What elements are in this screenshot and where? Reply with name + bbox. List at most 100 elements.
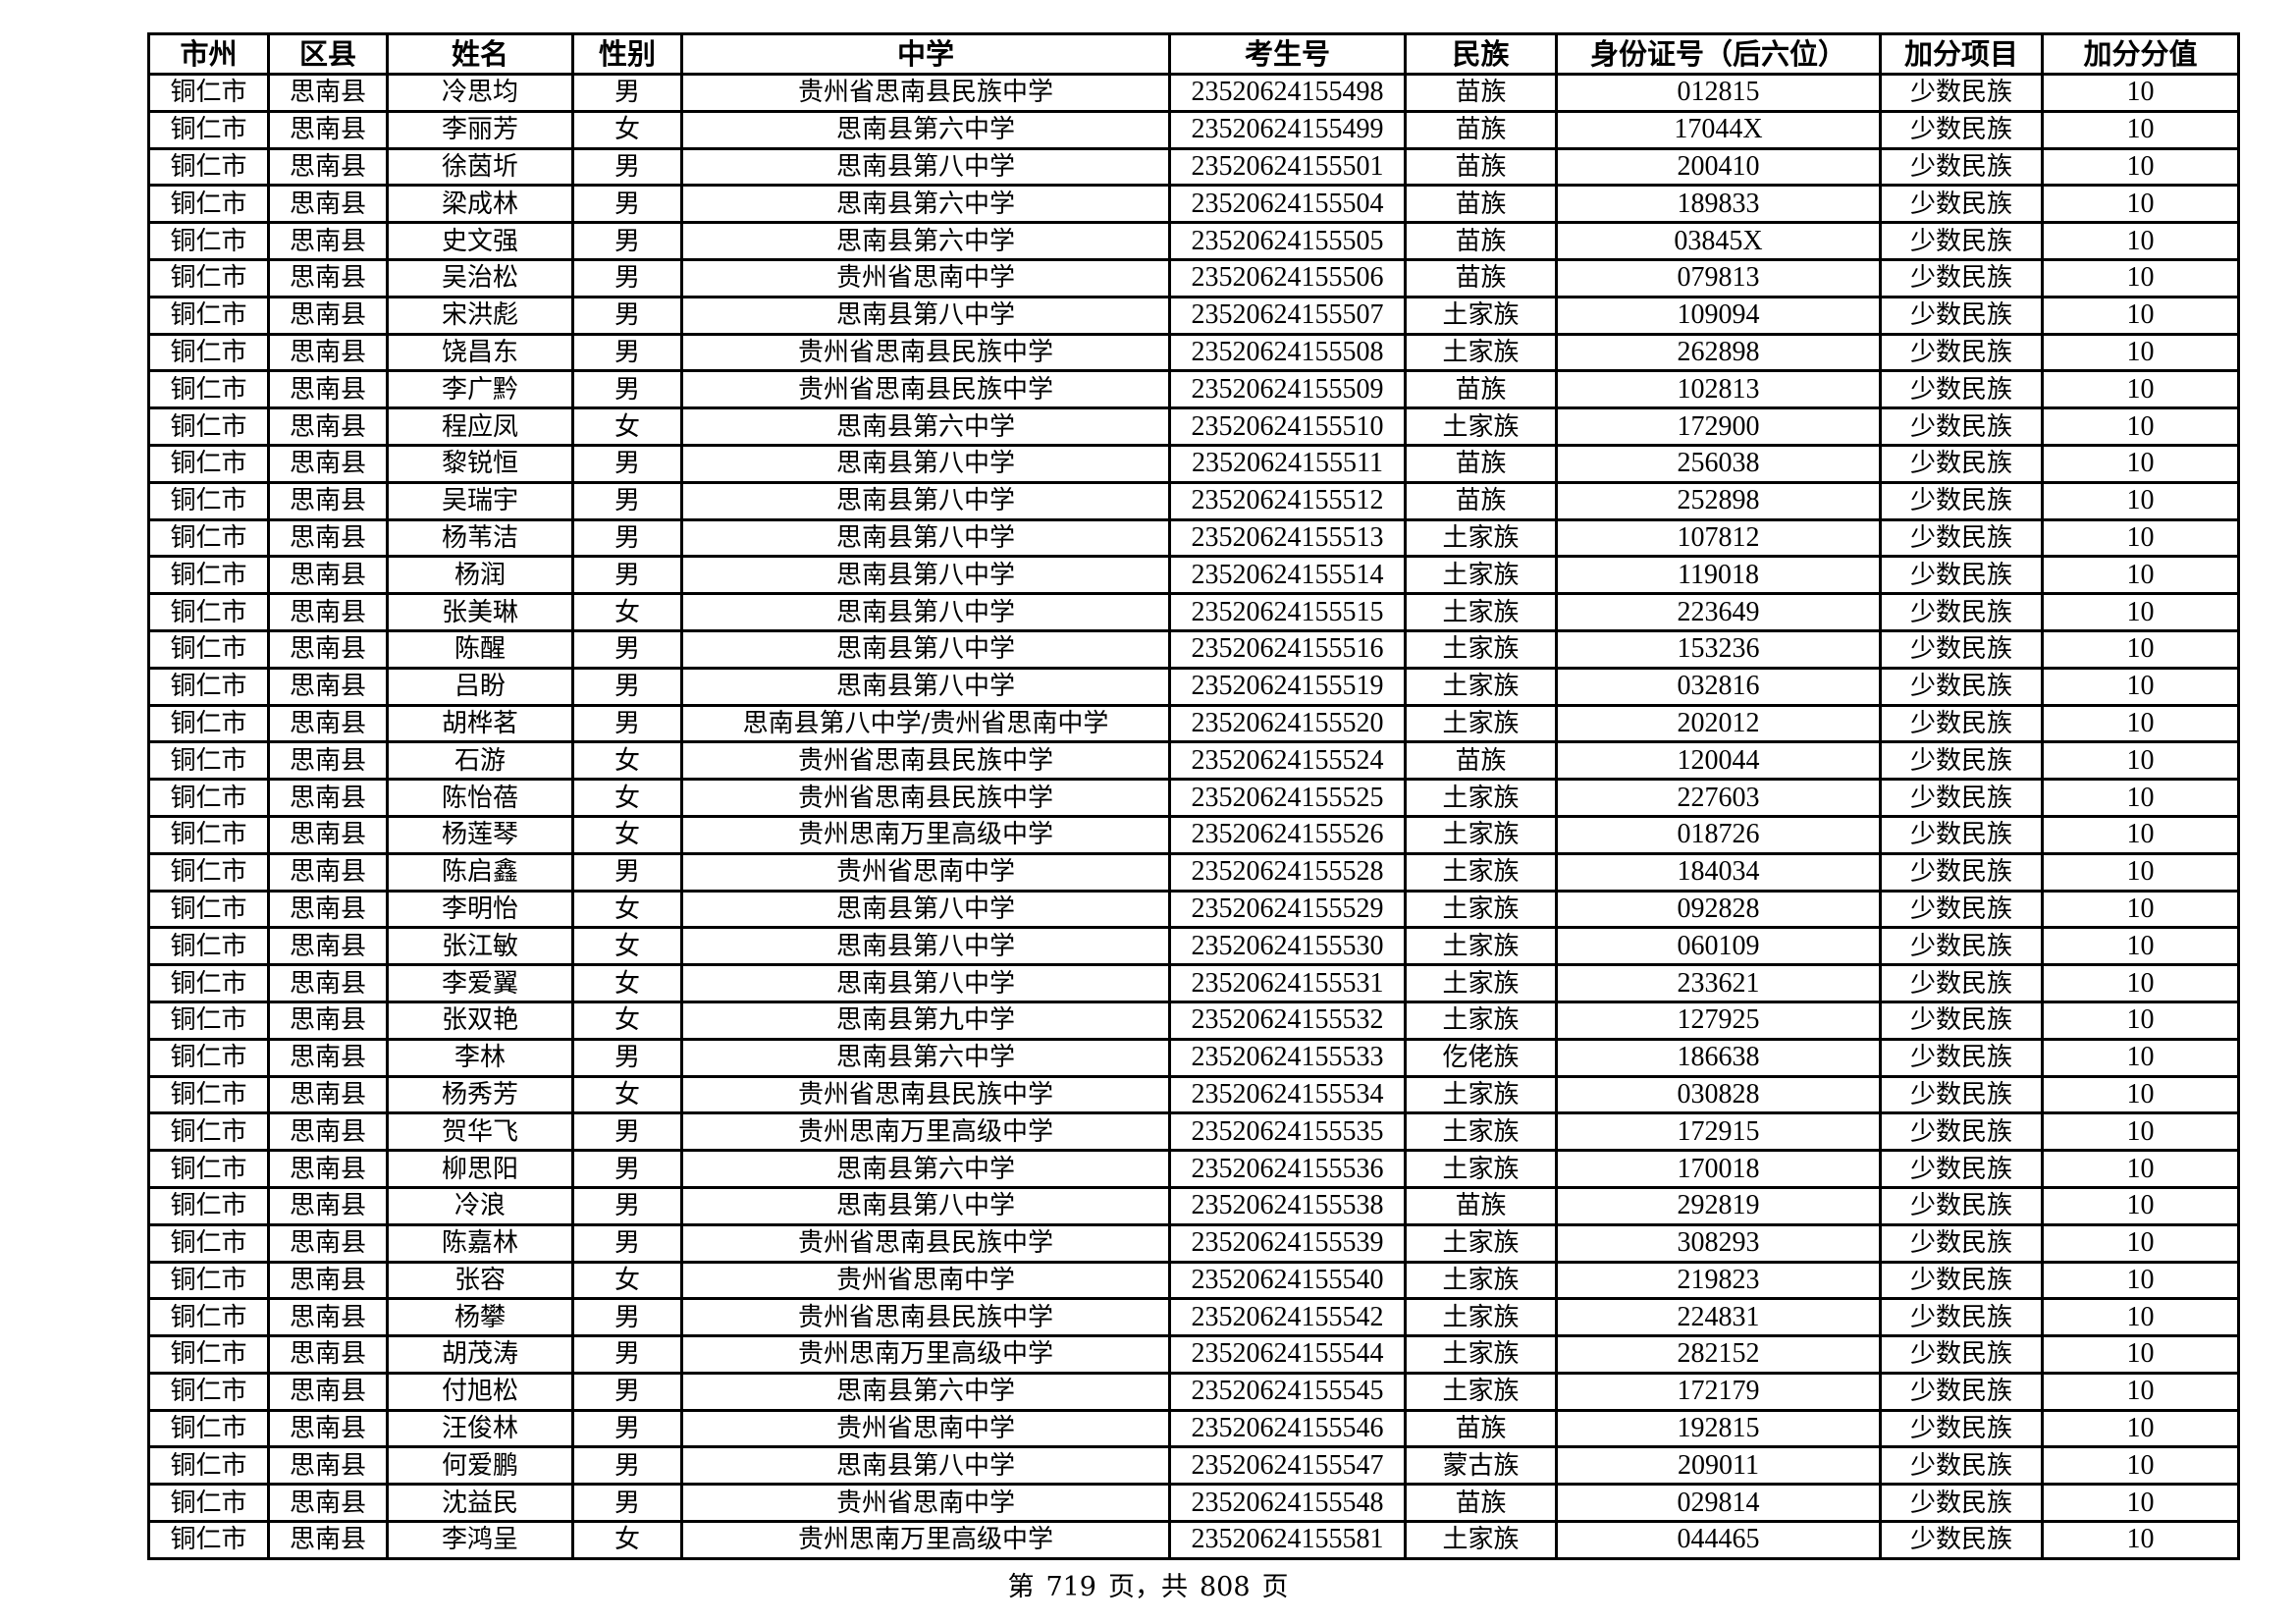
cell-exam-number: 23520624155538 (1168, 1185, 1407, 1226)
table-row: 铜仁市 思南县 黎锐恒男思南县第八中学 23520624155511 苗族 256038 少… (147, 443, 2240, 484)
cell-gender: 男 (571, 1297, 683, 1338)
cell-exam-number: 23520624155581 (1168, 1520, 1407, 1560)
cell-ethnicity: 苗族 (1404, 257, 1558, 298)
cell-bonus-points: 10 (2041, 889, 2240, 930)
cell-id-last-six: 17044X (1555, 109, 1882, 150)
table-row: 铜仁市 思南县 杨秀芳女贵州省思南县民族中学 23520624155534 土家族 030… (147, 1074, 2240, 1115)
cell-ethnicity: 土家族 (1404, 1520, 1558, 1560)
cell-ethnicity: 土家族 (1404, 963, 1558, 1003)
cell-city: 铜仁市 (147, 666, 270, 707)
cell-city: 铜仁市 (147, 740, 270, 782)
column-header-gender: 性别 (571, 32, 683, 76)
cell-bonus-points: 10 (2041, 1371, 2240, 1412)
cell-bonus-points: 10 (2041, 814, 2240, 855)
cell-bonus-item: 少数民族 (1879, 295, 2044, 336)
cell-bonus-points: 10 (2041, 703, 2240, 744)
cell-name: 饶昌东 (386, 332, 574, 373)
cell-county: 思南县 (267, 592, 389, 632)
cell-id-last-six: 172915 (1555, 1111, 1882, 1153)
cell-ethnicity: 土家族 (1404, 628, 1558, 670)
cell-name: 徐茵圻 (386, 146, 574, 188)
cell-name: 李林 (386, 1037, 574, 1078)
cell-exam-number: 23520624155505 (1168, 221, 1407, 261)
cell-id-last-six: 03845X (1555, 221, 1882, 261)
cell-id-last-six: 252898 (1555, 480, 1882, 521)
cell-id-last-six: 102813 (1555, 369, 1882, 410)
cell-gender: 女 (571, 109, 683, 150)
cell-gender: 男 (571, 1111, 683, 1153)
cell-county: 思南县 (267, 1111, 389, 1153)
table-body: 铜仁市 思南县 冷思均男贵州省思南县民族中学 23520624155498 苗族 0128… (147, 73, 2240, 1560)
cell-bonus-item: 少数民族 (1879, 1185, 2044, 1226)
cell-ethnicity: 仡佬族 (1404, 1037, 1558, 1078)
cell-id-last-six: 107812 (1555, 517, 1882, 559)
cell-name: 李明怡 (386, 889, 574, 930)
cell-county: 思南县 (267, 1000, 389, 1041)
cell-bonus-item: 少数民族 (1879, 1037, 2044, 1078)
cell-city: 铜仁市 (147, 1520, 270, 1560)
cell-city: 铜仁市 (147, 295, 270, 336)
column-header-school: 中学 (680, 32, 1171, 76)
cell-name: 李爱翼 (386, 963, 574, 1003)
cell-bonus-points: 10 (2041, 406, 2240, 447)
cell-name: 杨莲琴 (386, 814, 574, 855)
cell-gender: 男 (571, 851, 683, 893)
table-row: 铜仁市 思南县 李明怡女思南县第八中学 23520624155529 土家族 092828… (147, 889, 2240, 930)
cell-bonus-item: 少数民族 (1879, 443, 2044, 484)
cell-bonus-points: 10 (2041, 1334, 2240, 1375)
cell-exam-number: 23520624155508 (1168, 332, 1407, 373)
cell-exam-number: 23520624155536 (1168, 1149, 1407, 1189)
cell-bonus-points: 10 (2041, 480, 2240, 521)
table-row: 铜仁市 思南县 李鸿呈女贵州思南万里高级中学 23520624155581 土家族 044… (147, 1520, 2240, 1560)
cell-id-last-six: 153236 (1555, 628, 1882, 670)
cell-exam-number: 23520624155526 (1168, 814, 1407, 855)
cell-exam-number: 23520624155528 (1168, 851, 1407, 893)
cell-name: 吴治松 (386, 257, 574, 298)
cell-ethnicity: 苗族 (1404, 740, 1558, 782)
cell-exam-number: 23520624155525 (1168, 778, 1407, 818)
cell-id-last-six: 120044 (1555, 740, 1882, 782)
cell-exam-number: 23520624155529 (1168, 889, 1407, 930)
cell-exam-number: 23520624155546 (1168, 1408, 1407, 1449)
table-row: 铜仁市 思南县 梁成林男思南县第六中学 23520624155504 苗族 189833 少… (147, 184, 2240, 225)
cell-city: 铜仁市 (147, 369, 270, 410)
cell-name: 柳思阳 (386, 1149, 574, 1189)
cell-county: 思南县 (267, 517, 389, 559)
table-row: 铜仁市 思南县 汪俊林男贵州省思南中学 23520624155546 苗族 192815 少… (147, 1408, 2240, 1449)
cell-ethnicity: 土家族 (1404, 1111, 1558, 1153)
cell-city: 铜仁市 (147, 1000, 270, 1041)
cell-exam-number: 23520624155520 (1168, 703, 1407, 744)
cell-city: 铜仁市 (147, 963, 270, 1003)
cell-exam-number: 23520624155510 (1168, 406, 1407, 447)
cell-exam-number: 23520624155534 (1168, 1074, 1407, 1115)
cell-exam-number: 23520624155539 (1168, 1222, 1407, 1264)
cell-exam-number: 23520624155533 (1168, 1037, 1407, 1078)
cell-city: 铜仁市 (147, 1297, 270, 1338)
cell-bonus-item: 少数民族 (1879, 628, 2044, 670)
cell-gender: 男 (571, 295, 683, 336)
cell-city: 铜仁市 (147, 926, 270, 967)
cell-school: 思南县第九中学 (680, 1000, 1171, 1041)
cell-name: 黎锐恒 (386, 443, 574, 484)
cell-gender: 男 (571, 1185, 683, 1226)
cell-name: 汪俊林 (386, 1408, 574, 1449)
cell-gender: 男 (571, 666, 683, 707)
cell-county: 思南县 (267, 146, 389, 188)
cell-bonus-item: 少数民族 (1879, 592, 2044, 632)
cell-city: 铜仁市 (147, 109, 270, 150)
cell-county: 思南县 (267, 628, 389, 670)
cell-school: 思南县第六中学 (680, 406, 1171, 447)
cell-city: 铜仁市 (147, 184, 270, 225)
cell-bonus-points: 10 (2041, 257, 2240, 298)
cell-exam-number: 23520624155514 (1168, 555, 1407, 596)
table-row: 铜仁市 思南县 杨莲琴女贵州思南万里高级中学 23520624155526 土家族 018… (147, 814, 2240, 855)
cell-bonus-points: 10 (2041, 1037, 2240, 1078)
cell-school: 贵州省思南县民族中学 (680, 369, 1171, 410)
cell-county: 思南县 (267, 1371, 389, 1412)
cell-school: 思南县第六中学 (680, 221, 1171, 261)
cell-city: 铜仁市 (147, 1111, 270, 1153)
cell-ethnicity: 苗族 (1404, 480, 1558, 521)
cell-exam-number: 23520624155548 (1168, 1483, 1407, 1524)
table-row: 铜仁市 思南县 张江敏女思南县第八中学 23520624155530 土家族 060109… (147, 926, 2240, 967)
cell-name: 杨苇洁 (386, 517, 574, 559)
